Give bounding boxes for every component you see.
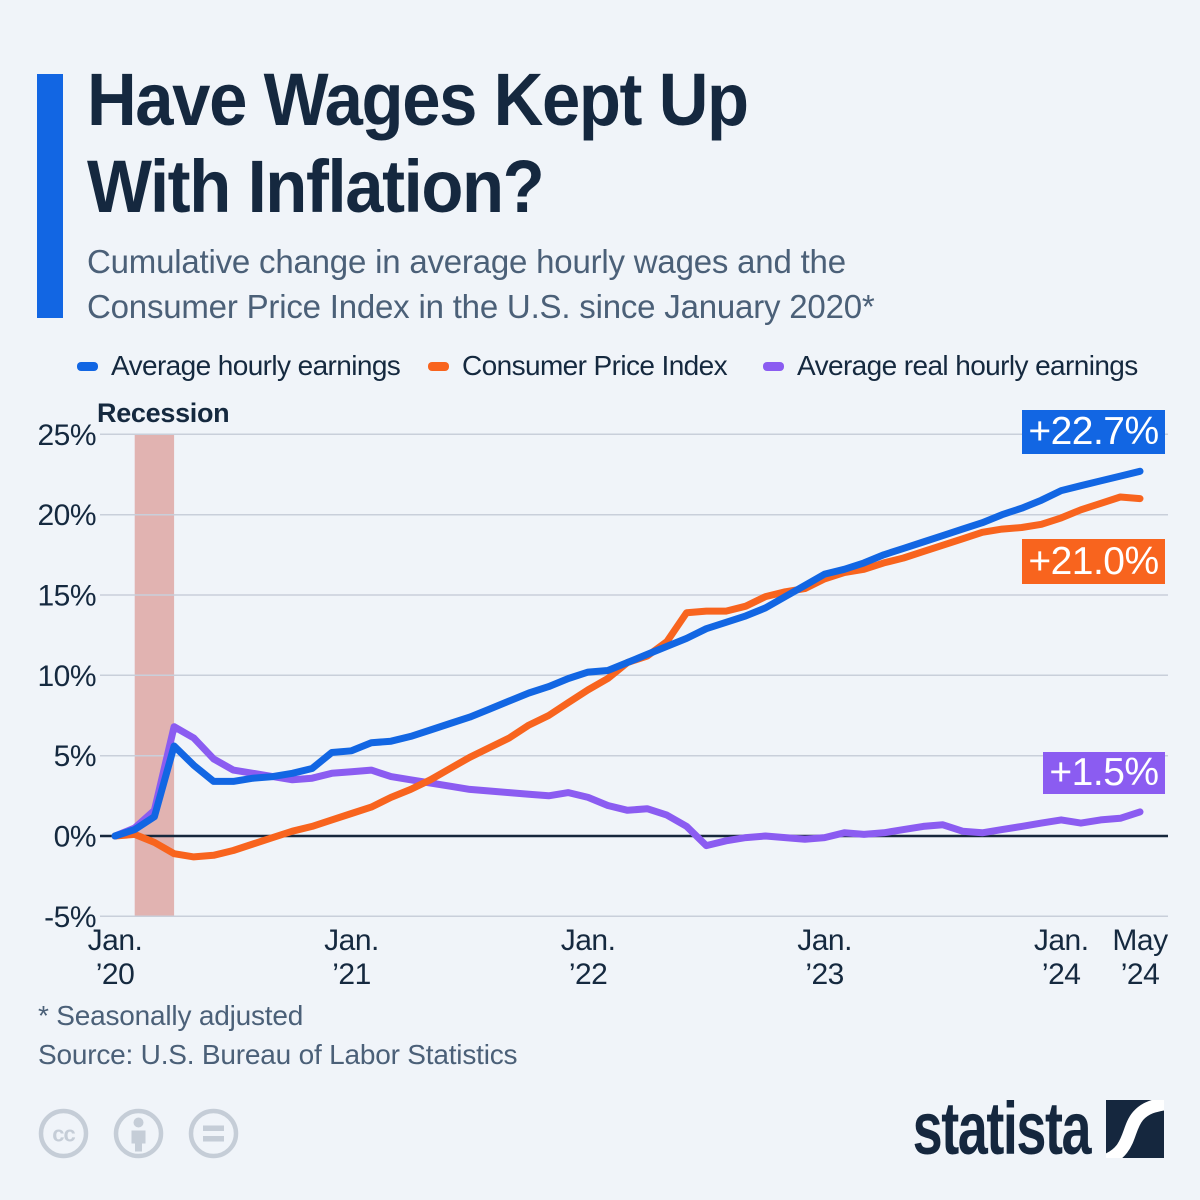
x-axis-label: Jan. ’23 (797, 924, 852, 991)
statista-logo[interactable]: statista (847, 1087, 1164, 1170)
legend-label: Average real hourly earnings (797, 350, 1138, 381)
end-value-badge-wages: +22.7% (1022, 410, 1165, 454)
legend-label: Consumer Price Index (462, 350, 728, 381)
y-axis-label: 15% (37, 580, 96, 613)
end-value-badge-cpi: +21.0% (1022, 539, 1165, 584)
end-value-badge-real: +1.5% (1043, 752, 1165, 794)
title-line-1: Have Wages Kept Up (87, 58, 749, 141)
recession-label: Recession (97, 398, 230, 428)
footnote: * Seasonally adjusted (38, 1000, 304, 1031)
license-icons: cc (38, 1108, 239, 1159)
x-axis-label: May ’24 (1112, 924, 1168, 991)
y-axis-label: 5% (54, 740, 96, 773)
statista-wordmark: statista (912, 1087, 1092, 1170)
legend-item-wages: Average hourly earnings (77, 350, 401, 382)
chart-subtitle: Cumulative change in average hourly wage… (87, 239, 875, 329)
title-line-2: With Inflation? (87, 145, 545, 228)
statista-logo-mark (1106, 1100, 1164, 1158)
page-title: Have Wages Kept Up With Inflation? (87, 56, 749, 230)
legend-swatch-cpi (428, 361, 449, 371)
legend-swatch-wages (77, 361, 98, 371)
y-axis-label: -5% (44, 901, 96, 934)
x-axis-label: Jan. ’20 (88, 924, 143, 991)
subtitle-line-1: Cumulative change in average hourly wage… (87, 243, 846, 280)
y-axis-label: 25% (37, 419, 96, 452)
title-accent-bar (37, 74, 63, 318)
series-line-real (111, 723, 1144, 850)
chart-legend: Average hourly earnings Consumer Price In… (0, 350, 1200, 382)
cc-attribution-icon[interactable] (113, 1108, 164, 1159)
svg-text:cc: cc (52, 1122, 75, 1147)
series-line-wages (111, 467, 1144, 840)
y-axis-label: 20% (37, 499, 96, 532)
y-axis-label: 10% (37, 660, 96, 693)
cc-license-icon[interactable]: cc (38, 1108, 89, 1159)
cc-nd-icon[interactable] (188, 1108, 239, 1159)
legend-swatch-real (763, 361, 784, 371)
legend-item-cpi: Consumer Price Index (428, 350, 728, 382)
series-line-cpi (111, 493, 1144, 861)
subtitle-line-2: Consumer Price Index in the U.S. since J… (87, 288, 875, 325)
source-line: Source: U.S. Bureau of Labor Statistics (38, 1039, 518, 1070)
y-axis-label: 0% (54, 821, 96, 854)
legend-item-real: Average real hourly earnings (763, 350, 1138, 382)
x-axis-label: Jan. ’24 (1034, 924, 1089, 991)
x-axis-label: Jan. ’21 (324, 924, 379, 991)
legend-label: Average hourly earnings (111, 350, 401, 381)
x-axis-label: Jan. ’22 (561, 924, 616, 991)
